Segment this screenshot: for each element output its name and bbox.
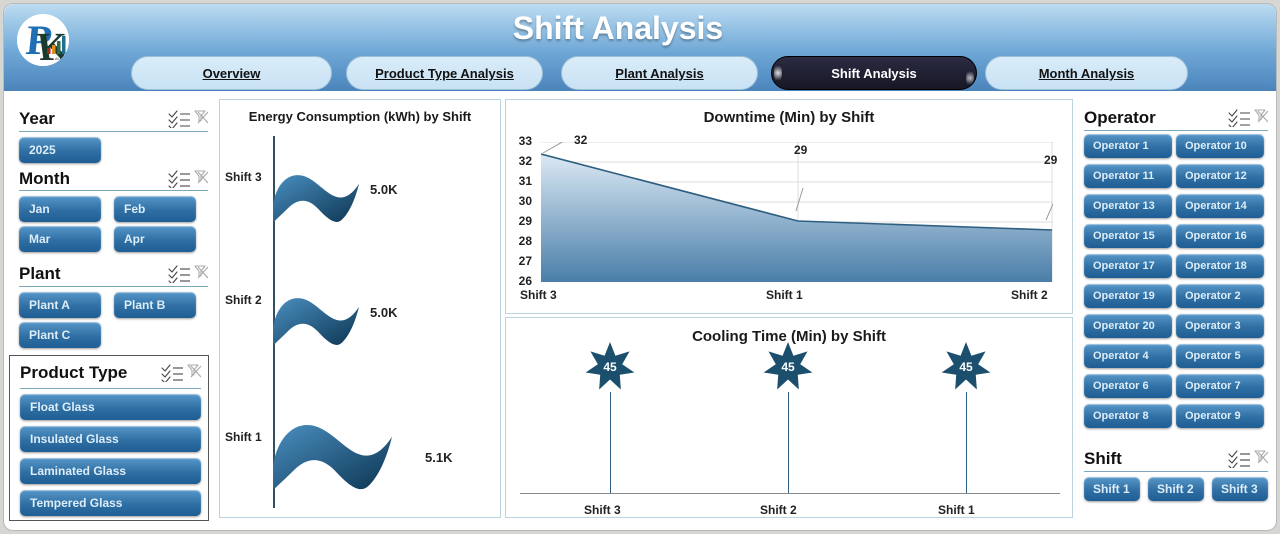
svg-text:45: 45: [781, 360, 795, 374]
svg-text:45: 45: [959, 360, 973, 374]
svg-text:45: 45: [603, 360, 617, 374]
